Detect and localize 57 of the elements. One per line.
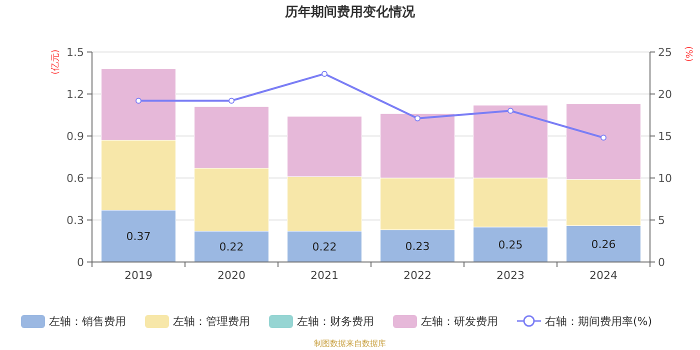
- bar: [287, 176, 362, 232]
- y-tick-label: 0: [77, 256, 84, 269]
- point: [508, 108, 514, 114]
- bar: [473, 178, 548, 228]
- bar: [101, 140, 176, 210]
- x-tick-label: 2021: [310, 269, 338, 282]
- y2-tick-label: 25: [658, 46, 672, 59]
- point: [600, 134, 606, 141]
- y-tick-label: 1.5: [66, 46, 84, 59]
- chart-title: 历年期间费用变化情况: [284, 4, 416, 20]
- bar: [380, 178, 455, 230]
- legend-label: 右轴：期间费用率(%): [545, 315, 652, 328]
- x-tick-label: 2020: [218, 269, 246, 282]
- bar: [101, 210, 176, 262]
- y-tick-label: 0.3: [66, 214, 84, 227]
- x-tick-label: 2024: [590, 269, 618, 282]
- x-tick-label: 2022: [404, 269, 432, 282]
- point: [228, 98, 234, 104]
- y-axis-title: (亿元): [50, 49, 61, 75]
- text: 制图数据来自数据库: [314, 339, 386, 348]
- legend-label: 左轴：财务费用: [297, 315, 374, 328]
- y-tick-label: 0.9: [66, 130, 84, 143]
- point: [136, 98, 142, 104]
- y2-tick-label: 5: [658, 214, 665, 227]
- bar: [194, 106, 269, 168]
- data-label: 0.23: [405, 240, 430, 253]
- y2-axis-title: (%): [683, 46, 693, 62]
- bar: [566, 104, 641, 180]
- bar: [194, 230, 269, 262]
- data-label: 0.37: [126, 230, 151, 244]
- bar: [287, 116, 362, 177]
- y2-tick-label: 20: [658, 88, 672, 101]
- bar: [566, 225, 641, 262]
- legend-label: 左轴：销售费用: [49, 315, 126, 328]
- point: [414, 115, 420, 122]
- y2-tick-label: 15: [658, 130, 672, 143]
- data-label: 0.22: [312, 240, 337, 254]
- y-tick-label: 0.6: [66, 172, 84, 185]
- point: [322, 70, 328, 77]
- bar: [473, 104, 548, 178]
- x-tick-label: 2023: [496, 269, 524, 282]
- legend-label: 左轴：管理费用: [173, 315, 250, 328]
- y2-tick-label: 10: [658, 172, 672, 185]
- bar: [566, 179, 641, 226]
- bar: [287, 230, 362, 262]
- y2-tick-label: 0: [658, 256, 665, 269]
- y-tick-label: 1.2: [66, 88, 84, 101]
- data-label: 0.26: [591, 238, 616, 251]
- x-tick-label: 2019: [124, 269, 152, 282]
- data-label: 0.25: [498, 238, 523, 252]
- bar: [473, 226, 548, 262]
- data-label: 0.22: [219, 240, 244, 254]
- bar: [101, 68, 176, 140]
- bar: [380, 113, 455, 178]
- bar: [380, 230, 455, 262]
- legend-label: 左轴：研发费用: [421, 315, 498, 328]
- bar: [194, 168, 269, 232]
